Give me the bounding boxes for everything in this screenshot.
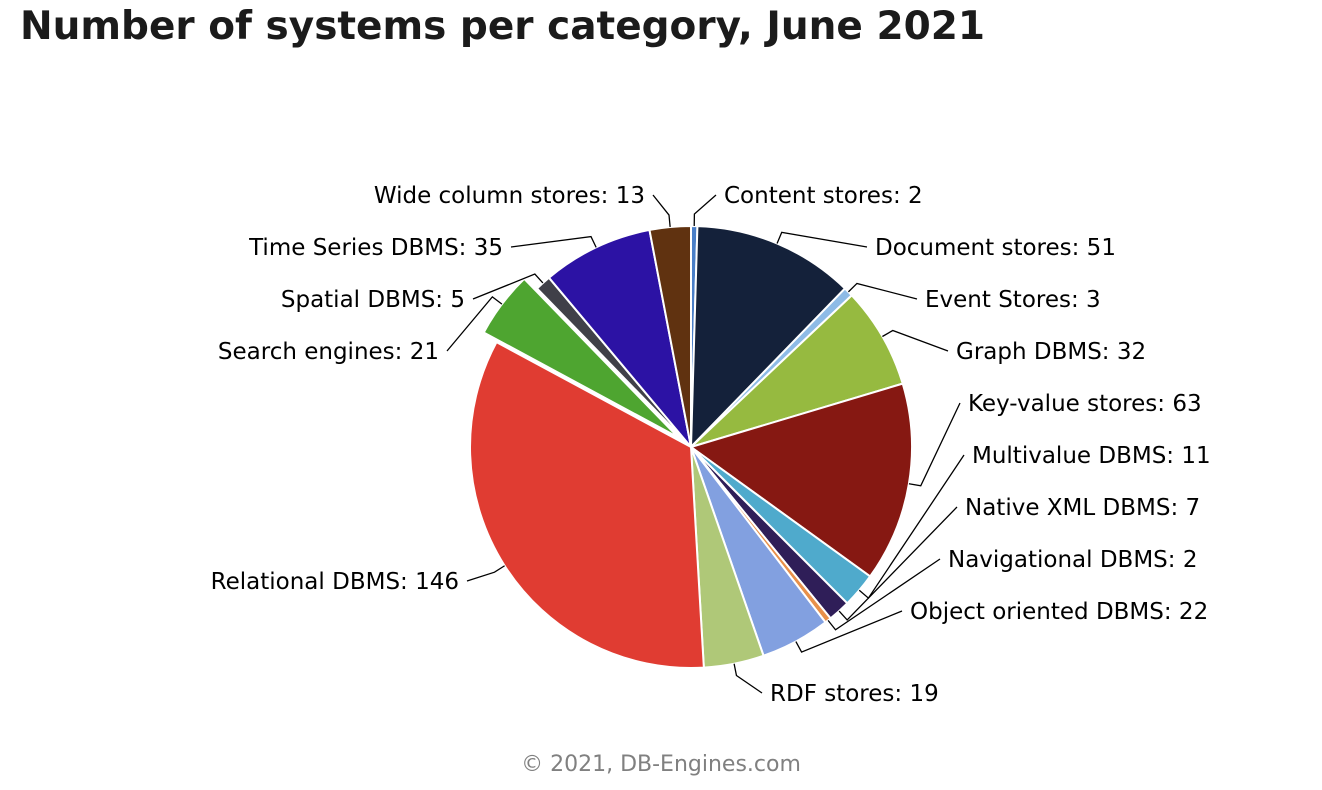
connector-graph-dbms: [882, 329, 949, 352]
pie-slices: [469, 224, 913, 669]
connector-native-xml-dbms: [838, 506, 958, 621]
label-key-value-stores: Key-value stores: 63: [968, 391, 1202, 417]
connector-object-oriented-dbms: [795, 610, 903, 653]
data-labels: Content stores: 2 Document stores: 51 Even…: [211, 183, 1211, 707]
connector-search-engines: [446, 295, 503, 352]
connector-rdf-stores: [733, 663, 763, 694]
connector-content-stores: [693, 194, 717, 227]
connector-spatial-dbms: [472, 273, 544, 300]
connector-relational-dbms: [466, 565, 505, 582]
connector-wide-column-stores: [652, 194, 671, 228]
label-multivalue-dbms: Multivalue DBMS: 11: [972, 443, 1211, 469]
label-event-stores: Event Stores: 3: [925, 287, 1101, 313]
chart-title: Number of systems per category, June 202…: [20, 4, 985, 49]
label-wide-column-stores: Wide column stores: 13: [374, 183, 645, 209]
slice-graph-dbms[interactable]: [690, 294, 904, 448]
label-object-oriented-dbms: Object oriented DBMS: 22: [910, 599, 1208, 625]
label-navigational-dbms: Navigational DBMS: 2: [948, 547, 1197, 573]
connector-navigational-dbms: [827, 558, 941, 631]
pie-chart: Content stores: 2 Document stores: 51 Even…: [211, 183, 1211, 707]
credit-text: © 2021, DB-Engines.com: [521, 752, 801, 777]
label-document-stores: Document stores: 51: [875, 235, 1116, 261]
label-graph-dbms: Graph DBMS: 32: [956, 339, 1146, 365]
connector-key-value-stores: [908, 402, 961, 487]
slice-key-value-stores[interactable]: [690, 382, 913, 578]
connector-event-stores: [847, 282, 918, 300]
label-rdf-stores: RDF stores: 19: [770, 681, 939, 707]
label-search-engines: Search engines: 21: [218, 339, 439, 365]
connector-document-stores: [776, 231, 868, 248]
label-content-stores: Content stores: 2: [724, 183, 923, 209]
connector-time-series-dbms: [510, 235, 597, 248]
slice-time-series-dbms[interactable]: [547, 228, 692, 448]
label-connectors: [446, 194, 965, 694]
label-native-xml-dbms: Native XML DBMS: 7: [965, 495, 1200, 521]
slice-wide-column-stores[interactable]: [648, 225, 692, 448]
label-time-series-dbms: Time Series DBMS: 35: [248, 235, 503, 261]
label-spatial-dbms: Spatial DBMS: 5: [281, 287, 465, 313]
label-relational-dbms: Relational DBMS: 146: [211, 569, 459, 595]
